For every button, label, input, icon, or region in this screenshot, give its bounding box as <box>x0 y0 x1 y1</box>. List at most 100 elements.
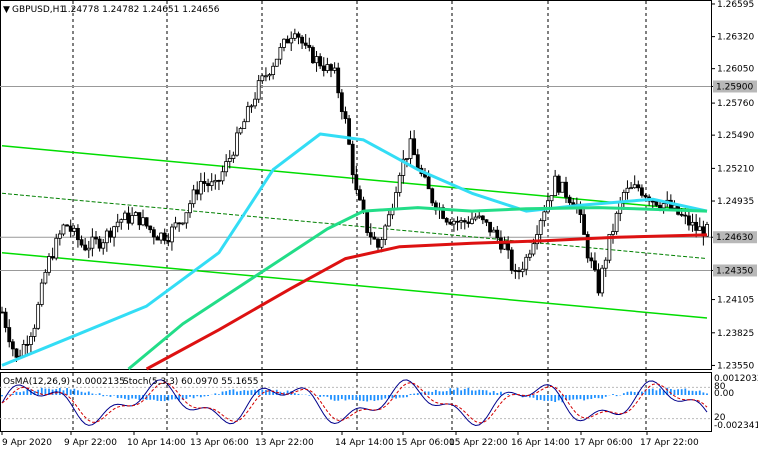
candle-body[interactable] <box>123 213 126 220</box>
candle-body[interactable] <box>590 258 593 261</box>
price-tick-label[interactable]: 1.26320 <box>717 33 754 43</box>
time-tick-label[interactable]: 14 Apr 14:00 <box>335 438 394 448</box>
candle-body[interactable] <box>73 228 76 231</box>
candle-body[interactable] <box>170 227 173 242</box>
time-tick-label[interactable]: 9 Apr 22:00 <box>64 438 117 448</box>
candle-body[interactable] <box>319 57 322 66</box>
candle-body[interactable] <box>398 175 401 192</box>
candle-body[interactable] <box>633 185 636 188</box>
candle-body[interactable] <box>691 222 694 225</box>
candle-body[interactable] <box>51 256 54 258</box>
candle-body[interactable] <box>687 216 690 225</box>
candle-body[interactable] <box>496 230 499 238</box>
candle-body[interactable] <box>210 182 213 186</box>
price-tick-label[interactable]: 1.26050 <box>717 65 754 75</box>
candle-body[interactable] <box>528 254 531 257</box>
candle-body[interactable] <box>225 162 228 172</box>
candle-body[interactable] <box>337 68 340 93</box>
candle-body[interactable] <box>58 234 61 238</box>
candle-body[interactable] <box>1 312 4 313</box>
candle-body[interactable] <box>160 233 163 240</box>
candle-body[interactable] <box>377 239 380 247</box>
candle-body[interactable] <box>163 233 166 240</box>
time-tick-label[interactable]: 10 Apr 14:00 <box>127 438 186 448</box>
candle-body[interactable] <box>514 270 517 271</box>
candle-body[interactable] <box>557 176 560 192</box>
candle-body[interactable] <box>275 59 278 66</box>
candle-body[interactable] <box>427 177 430 189</box>
candle-body[interactable] <box>279 47 282 59</box>
candle-body[interactable] <box>326 65 329 71</box>
candle-body[interactable] <box>659 205 662 208</box>
candle-body[interactable] <box>246 107 249 122</box>
candle-body[interactable] <box>471 219 474 223</box>
candle-body[interactable] <box>503 244 506 249</box>
candle-body[interactable] <box>311 47 314 62</box>
candle-body[interactable] <box>127 213 130 223</box>
candle-body[interactable] <box>98 239 101 248</box>
candle-body[interactable] <box>221 172 224 181</box>
candle-body[interactable] <box>178 223 181 224</box>
candle-body[interactable] <box>254 99 257 106</box>
time-tick-label[interactable]: 16 Apr 14:00 <box>511 438 570 448</box>
candle-body[interactable] <box>26 344 29 345</box>
candle-body[interactable] <box>460 221 463 223</box>
candle-body[interactable] <box>236 133 239 155</box>
price-axis[interactable]: 1.265951.263201.260501.259001.257601.254… <box>711 0 757 371</box>
candle-body[interactable] <box>405 158 408 159</box>
candle-body[interactable] <box>340 93 343 112</box>
candle-body[interactable] <box>554 176 557 195</box>
candle-body[interactable] <box>44 272 47 283</box>
candle-body[interactable] <box>37 304 40 328</box>
price-tick-label[interactable]: 1.26595 <box>717 0 754 10</box>
candle-body[interactable] <box>232 155 235 158</box>
candle-body[interactable] <box>601 268 604 293</box>
candle-body[interactable] <box>156 237 159 240</box>
candle-body[interactable] <box>543 212 546 221</box>
candle-body[interactable] <box>33 328 36 336</box>
candle-body[interactable] <box>66 225 69 226</box>
candle-body[interactable] <box>283 39 286 47</box>
candle-body[interactable] <box>583 215 586 235</box>
candle-body[interactable] <box>239 128 242 132</box>
candles[interactable] <box>1 29 709 362</box>
candle-body[interactable] <box>167 240 170 241</box>
candle-body[interactable] <box>510 250 513 270</box>
candle-body[interactable] <box>87 248 90 250</box>
candle-body[interactable] <box>344 112 347 119</box>
candle-body[interactable] <box>304 43 307 45</box>
candle-body[interactable] <box>373 237 376 239</box>
candle-body[interactable] <box>463 221 466 222</box>
candle-body[interactable] <box>15 349 18 357</box>
candle-body[interactable] <box>145 218 148 226</box>
candle-body[interactable] <box>214 180 217 181</box>
candle-body[interactable] <box>630 188 633 189</box>
candle-body[interactable] <box>492 230 495 232</box>
time-tick-label[interactable]: 17 Apr 06:00 <box>574 438 633 448</box>
candle-body[interactable] <box>358 190 361 200</box>
candle-body[interactable] <box>489 222 492 232</box>
candle-body[interactable] <box>181 223 184 224</box>
candle-body[interactable] <box>228 158 231 161</box>
candle-body[interactable] <box>615 213 618 231</box>
candle-body[interactable] <box>467 222 470 223</box>
candle-body[interactable] <box>217 180 220 181</box>
candle-body[interactable] <box>561 182 564 192</box>
candle-body[interactable] <box>138 213 141 225</box>
candle-body[interactable] <box>290 38 293 43</box>
candle-body[interactable] <box>322 66 325 71</box>
candle-body[interactable] <box>149 226 152 230</box>
candle-body[interactable] <box>384 226 387 240</box>
candle-body[interactable] <box>91 237 94 248</box>
candle-body[interactable] <box>268 75 271 76</box>
candle-body[interactable] <box>612 232 615 235</box>
price-tick-label[interactable]: 1.25760 <box>717 99 754 109</box>
time-tick-label[interactable]: 13 Apr 06:00 <box>190 438 249 448</box>
candle-body[interactable] <box>387 215 390 226</box>
candle-body[interactable] <box>174 223 177 227</box>
candle-body[interactable] <box>565 182 568 197</box>
candle-body[interactable] <box>593 261 596 270</box>
candle-body[interactable] <box>478 216 481 217</box>
